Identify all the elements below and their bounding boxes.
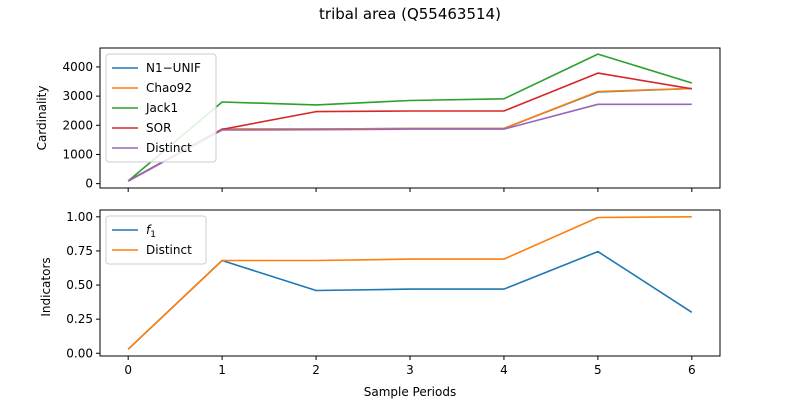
- cardinality-axes: Cardinality 0 1000 2000 3000 4000 N1−UNIF Chao…: [35, 47, 721, 192]
- legend-label: Chao92: [146, 81, 192, 95]
- x-tick-label: 2: [312, 363, 320, 377]
- y-tick-label: 3000: [62, 89, 93, 103]
- cardinality-y-label: Cardinality: [35, 86, 49, 151]
- y-tick-label: 2000: [62, 118, 93, 132]
- legend-label: Jack1: [145, 101, 178, 115]
- y-tick-label: 0.75: [66, 244, 93, 258]
- x-tick-label: 0: [124, 363, 132, 377]
- y-tick-label: 0.25: [66, 312, 93, 326]
- indicators-axes: Indicators 0.00 0.25 0.50 0.75 1.00 0 1 2 3 4 5 6 f1…: [39, 209, 721, 377]
- y-tick-label: 4000: [62, 60, 93, 74]
- series-line: [127, 216, 692, 350]
- figure-title: tribal area (Q55463514): [319, 5, 501, 23]
- series-line: [127, 250, 693, 350]
- legend-label: N1−UNIF: [146, 61, 201, 75]
- indicators-y-label: Indicators: [39, 257, 53, 316]
- x-axis-label: Sample Periods: [364, 385, 456, 399]
- legend-label: Distinct: [146, 141, 192, 155]
- x-tick-label: 6: [688, 363, 696, 377]
- y-tick-label: 0.50: [66, 278, 93, 292]
- legend-box: [105, 215, 207, 265]
- legend-label: Distinct: [146, 243, 192, 257]
- x-tick-label: 5: [594, 363, 602, 377]
- legend-box: [105, 53, 217, 163]
- series-line: [127, 53, 693, 182]
- series-line: [127, 103, 692, 182]
- legend-label: f1: [146, 223, 156, 240]
- y-tick-label: 1000: [62, 147, 93, 161]
- x-tick-label: 3: [406, 363, 414, 377]
- y-tick-label: 1.00: [66, 210, 93, 224]
- y-tick-label: 0: [85, 177, 93, 191]
- y-tick-label: 0.00: [66, 346, 93, 360]
- legend-label: SOR: [146, 121, 171, 135]
- x-tick-label: 4: [500, 363, 508, 377]
- x-tick-label: 1: [218, 363, 226, 377]
